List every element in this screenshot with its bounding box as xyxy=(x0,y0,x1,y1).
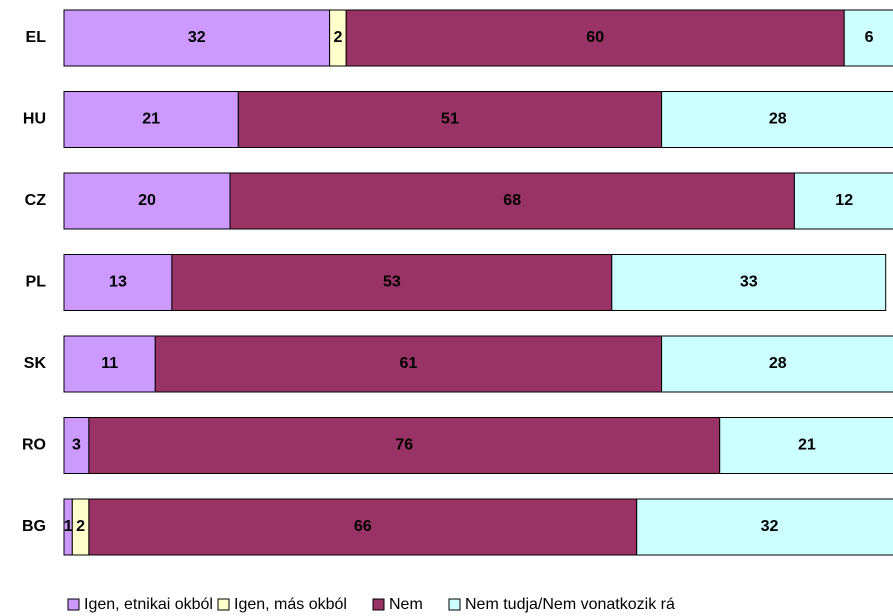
data-label: 20 xyxy=(138,192,156,209)
data-label: 68 xyxy=(503,192,521,209)
bar-segment xyxy=(345,9,845,67)
data-label: 11 xyxy=(101,355,118,372)
legend-swatch xyxy=(372,598,385,611)
bar-segment xyxy=(636,498,893,556)
data-label: 21 xyxy=(798,437,816,454)
data-label: 61 xyxy=(400,355,418,372)
y-tick-label: BG xyxy=(22,518,46,535)
bar-segment xyxy=(63,254,173,311)
y-tick-label: HU xyxy=(23,111,46,128)
data-label: 2 xyxy=(333,29,342,46)
data-label: 32 xyxy=(188,29,206,46)
data-label: 33 xyxy=(740,274,758,291)
data-label: 76 xyxy=(395,437,413,454)
bar-segment xyxy=(63,172,231,230)
bar-segment xyxy=(63,91,239,148)
bar-segment xyxy=(719,417,893,474)
data-label: 66 xyxy=(354,518,372,535)
y-tick-label: PL xyxy=(26,274,47,291)
data-label: 60 xyxy=(586,29,604,46)
legend-label: Nem tudja/Nem vonatkozik rá xyxy=(465,596,675,613)
bar-segment xyxy=(843,9,893,67)
bar-segment xyxy=(793,172,893,230)
y-tick-label: SK xyxy=(24,355,47,372)
bar-segment xyxy=(229,172,795,230)
data-label: 3 xyxy=(72,437,81,454)
bar-segment xyxy=(63,9,331,67)
legend-swatch xyxy=(67,598,80,611)
bar-segment xyxy=(237,91,663,148)
bar-segment xyxy=(661,335,893,393)
data-label: 6 xyxy=(865,29,874,46)
data-label: 13 xyxy=(109,274,127,291)
bar-segment xyxy=(171,254,613,311)
legend-label: Nem xyxy=(389,596,423,613)
legend-swatch xyxy=(217,598,230,611)
legend-label: Igen, etnikai okból xyxy=(84,596,213,613)
data-label: 53 xyxy=(383,274,401,291)
bar-segment xyxy=(611,254,887,311)
y-tick-label: CZ xyxy=(25,192,47,209)
data-label: 32 xyxy=(761,518,779,535)
y-tick-label: EL xyxy=(26,29,47,46)
y-tick-label: RO xyxy=(22,437,46,454)
data-label: 51 xyxy=(441,111,459,128)
data-label: 1 xyxy=(64,518,73,535)
data-label: 2 xyxy=(76,518,85,535)
data-label: 12 xyxy=(835,192,853,209)
data-label: 28 xyxy=(769,355,787,372)
bar-segment xyxy=(154,335,663,393)
bar-segment xyxy=(661,91,893,148)
legend-swatch xyxy=(448,598,461,611)
data-label: 28 xyxy=(769,111,787,128)
data-label: 21 xyxy=(142,111,160,128)
legend-label: Igen, más okból xyxy=(234,596,347,613)
bar-segment xyxy=(63,335,156,393)
